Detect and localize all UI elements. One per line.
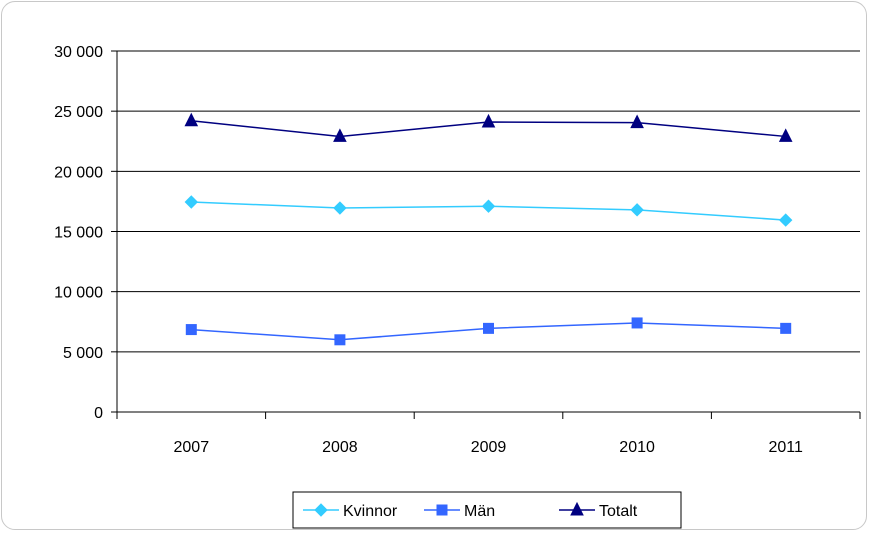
data-point [333,201,347,215]
data-point [778,213,793,227]
x-tick-label: 2008 [322,439,358,456]
x-tick-labels: 2007 2008 2009 2010 2011 [174,439,804,456]
series-1 [185,317,792,346]
data-point [481,199,496,213]
legend-label: Män [464,503,495,520]
data-point [184,195,199,209]
axes [111,50,861,419]
data-point [481,113,496,128]
data-point [483,322,494,334]
legend-marker [436,504,448,516]
x-tick-label: 2009 [471,439,507,456]
data-point [631,317,643,329]
data-point [333,128,347,142]
series-lines [184,112,793,346]
legend-item: Män [424,503,495,520]
series-2 [184,112,793,142]
x-tick-label: 2010 [619,439,655,456]
y-tick-label: 20 000 [54,164,103,181]
legend-box [292,491,682,529]
data-point [780,322,792,334]
y-tick-label: 0 [94,405,103,422]
legend-marker [314,503,328,517]
data-point [184,112,199,127]
data-point [334,334,346,346]
y-tick-label: 25 000 [54,104,103,121]
y-tick-labels: 0 5 000 10 000 15 000 20 000 25 000 30 000 [54,44,103,422]
legend-label: Totalt [599,503,638,520]
data-point [630,114,644,129]
legend: Kvinnor Män Totalt [292,491,682,529]
legend-item: Totalt [559,501,638,520]
legend-label: Kvinnor [343,503,398,520]
gridlines [117,50,860,353]
x-tick-label: 2007 [174,439,210,456]
data-point [778,128,793,142]
data-point [630,203,644,217]
legend-item: Kvinnor [303,503,398,520]
legend-marker [570,501,584,516]
y-tick-label: 5 000 [63,345,103,362]
x-tick-label: 2011 [768,439,803,456]
data-point [185,324,197,336]
y-tick-label: 10 000 [54,285,103,302]
y-tick-label: 15 000 [54,225,103,242]
y-tick-label: 30 000 [54,44,103,61]
series-0 [184,195,793,227]
